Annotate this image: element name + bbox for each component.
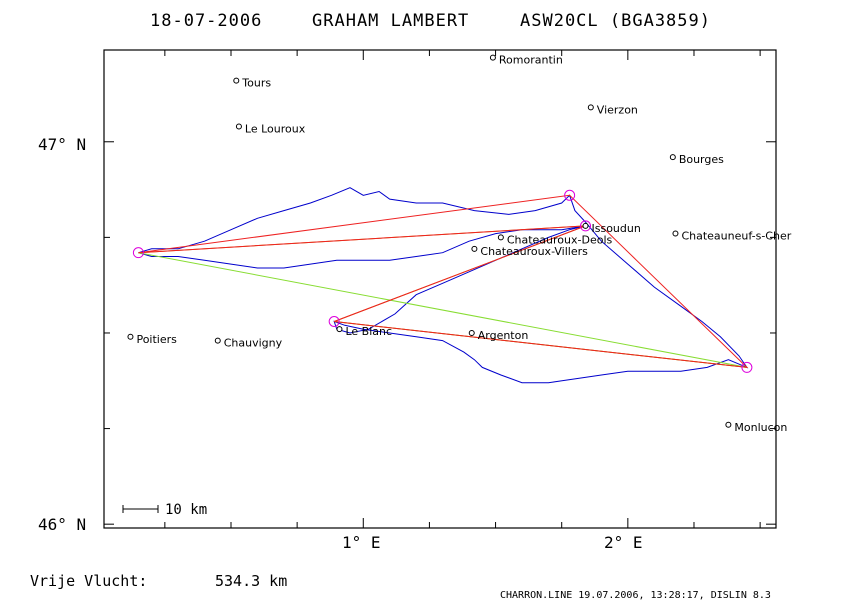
town-marker (214, 337, 221, 344)
turnpoint-circle (328, 316, 340, 328)
scale-bar: 10 km (122, 502, 207, 518)
town-marker (489, 54, 496, 61)
town-label: Vierzon (597, 103, 638, 116)
y-tick-label-46: 46° N (38, 515, 86, 534)
town-marker (587, 104, 594, 111)
y-tick-label-47: 47° N (38, 135, 86, 154)
turnpoint-circle (741, 361, 753, 373)
town-marker (468, 329, 475, 336)
town-label: Monlucon (734, 421, 787, 434)
town-label: Argenton (478, 329, 529, 342)
town-label: Chauvigny (224, 337, 283, 350)
x-tick-label-2e: 2° E (604, 533, 643, 552)
scale-bar-label: 10 km (165, 502, 207, 518)
town-marker (471, 245, 478, 252)
turnpoints (132, 189, 753, 373)
task-line-green (138, 252, 747, 368)
town-label: Chateauroux-Villers (480, 245, 588, 258)
town-marker (127, 333, 134, 340)
turnpoint-circle (132, 247, 144, 259)
town-label: Romorantin (499, 54, 563, 67)
town-label: Issoudun (592, 222, 641, 235)
distance-label: Vrije Vlucht: (30, 572, 147, 590)
title-date: 18-07-2006 (150, 11, 262, 31)
town-marker (497, 234, 504, 241)
town-label: Le Blanc (345, 325, 392, 338)
town-marker (672, 230, 679, 237)
footer-info: CHARRON.LINE 19.07.2006, 13:28:17, DISLI… (500, 590, 771, 601)
towns: Tours Romorantin Le Louroux Vierzon Bourges I… (127, 54, 792, 434)
x-tick-label-1e: 1° E (342, 533, 381, 552)
town-label: Chateauneuf-s-Cher (681, 230, 791, 243)
town-label: Chateauroux-Deols (507, 233, 613, 246)
title-glider: ASW20CL (BGA3859) (520, 11, 711, 31)
turnpoint-circle (564, 189, 576, 201)
distance-value: 534.3 km (215, 572, 287, 590)
axis-ticks (104, 50, 776, 528)
town-marker (235, 123, 242, 130)
town-marker (582, 222, 589, 229)
flight-track (138, 187, 749, 384)
track-line (138, 187, 749, 384)
task-line-red (138, 194, 749, 369)
town-label: Le Louroux (245, 122, 306, 135)
town-label: Bourges (679, 153, 724, 166)
town-marker (669, 154, 676, 161)
town-label: Poitiers (136, 333, 177, 346)
town-marker (725, 421, 732, 428)
town-marker (336, 326, 343, 333)
town-marker (233, 77, 240, 84)
turnpoint-circle (580, 220, 592, 232)
town-label: Tours (241, 77, 271, 90)
plot-frame (103, 49, 777, 529)
title-pilot: GRAHAM LAMBERT (312, 11, 469, 31)
task-lines (138, 194, 749, 369)
